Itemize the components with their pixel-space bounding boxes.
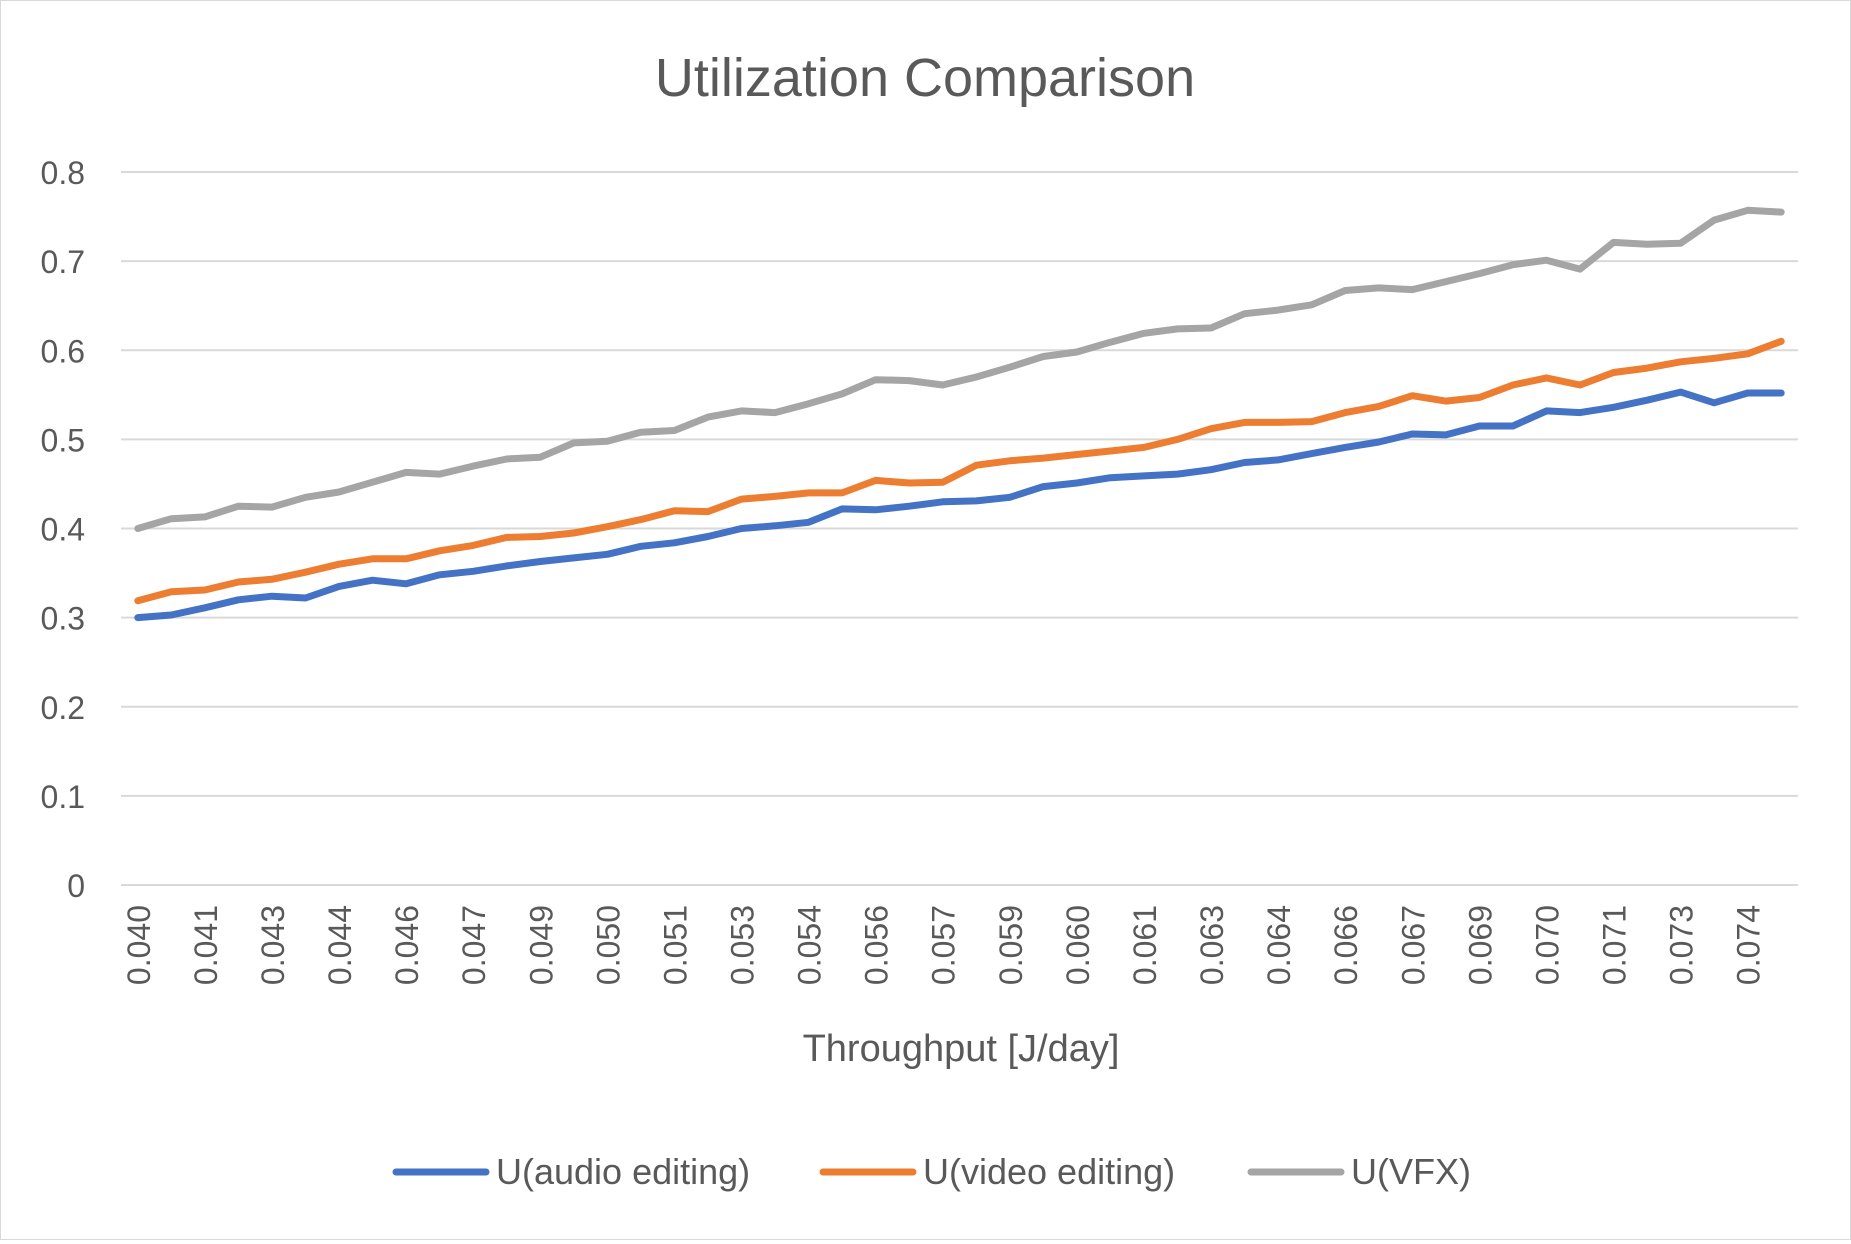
y-tick-label: 0.7 [41,244,85,280]
x-tick-label: 0.046 [389,905,425,985]
y-tick-label: 0.6 [41,333,85,369]
x-tick-label: 0.070 [1529,905,1565,985]
series-line-2 [138,210,1781,528]
legend-label-1: U(video editing) [923,1151,1175,1192]
chart-title: Utilization Comparison [655,48,1195,108]
x-tick-label: 0.060 [1060,905,1096,985]
y-tick-label: 0.5 [41,422,85,458]
series-lines [138,210,1782,618]
legend: U(audio editing) U(video editing) U(VFX) [396,1151,1471,1192]
x-tick-label: 0.051 [657,905,693,985]
x-tick-label: 0.041 [188,905,224,985]
x-axis-title: Throughput [J/day] [803,1028,1120,1070]
x-tick-label: 0.057 [926,905,962,985]
gridlines [121,172,1798,885]
x-axis-tick-labels: 0.040 0.041 0.043 0.044 0.046 0.047 0.049 0.050… [121,905,1767,985]
y-tick-label: 0.8 [41,155,85,191]
x-tick-label: 0.069 [1462,905,1498,985]
series-line-0 [138,392,1781,617]
y-axis-tick-labels: 0 0.1 0.2 0.3 0.4 0.5 0.6 0.7 0.8 [41,155,85,904]
x-tick-label: 0.064 [1261,905,1297,985]
x-tick-label: 0.044 [322,905,358,985]
x-tick-label: 0.067 [1395,905,1431,985]
x-tick-label: 0.063 [1194,905,1230,985]
x-tick-label: 0.059 [993,905,1029,985]
y-tick-label: 0.4 [41,512,85,548]
x-tick-label: 0.056 [859,905,895,985]
x-tick-label: 0.054 [792,905,828,985]
x-tick-label: 0.053 [724,905,760,985]
x-tick-label: 0.066 [1328,905,1364,985]
x-tick-label: 0.040 [121,905,157,985]
x-tick-label: 0.049 [523,905,559,985]
y-tick-label: 0.3 [41,601,85,637]
x-tick-label: 0.050 [590,905,626,985]
x-tick-label: 0.074 [1731,905,1767,985]
x-tick-label: 0.073 [1664,905,1700,985]
y-tick-label: 0.1 [41,779,85,815]
y-tick-label: 0.2 [41,690,85,726]
y-tick-label: 0 [67,868,85,904]
x-tick-label: 0.071 [1597,905,1633,985]
x-tick-label: 0.047 [456,905,492,985]
legend-label-2: U(VFX) [1351,1151,1471,1192]
x-tick-label: 0.043 [255,905,291,985]
x-tick-label: 0.061 [1127,905,1163,985]
legend-label-0: U(audio editing) [496,1151,750,1192]
